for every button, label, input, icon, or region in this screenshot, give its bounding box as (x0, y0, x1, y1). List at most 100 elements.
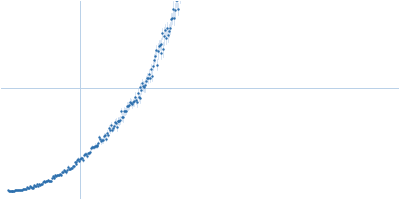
Point (144, 76, 150, 79)
Point (130, 100, 137, 103)
Point (16, 188, 22, 191)
Point (66, 167, 72, 170)
Point (28, 186, 35, 189)
Point (46, 179, 53, 183)
Point (143, 79, 149, 82)
Point (121, 109, 128, 113)
Point (174, 0, 180, 1)
Point (80, 159, 86, 162)
Point (118, 110, 124, 113)
Point (56, 173, 62, 176)
Point (40, 180, 46, 183)
Point (96, 136, 102, 139)
Point (165, 33, 171, 36)
Point (157, 51, 164, 55)
Point (164, 26, 170, 29)
Point (160, 48, 166, 51)
Point (28, 186, 34, 189)
Point (135, 95, 142, 99)
Point (38, 182, 44, 186)
Point (30, 186, 37, 189)
Point (168, 18, 174, 21)
Point (33, 184, 40, 187)
Point (49, 175, 56, 178)
Point (103, 137, 109, 140)
Point (122, 110, 128, 113)
Point (57, 173, 64, 176)
Point (85, 152, 91, 155)
Point (14, 189, 20, 192)
Point (124, 105, 130, 108)
Point (119, 115, 126, 118)
Point (83, 152, 89, 156)
Point (90, 146, 96, 149)
Point (13, 188, 20, 192)
Point (114, 120, 121, 123)
Point (26, 185, 33, 188)
Point (54, 174, 60, 177)
Point (152, 49, 159, 52)
Point (72, 162, 79, 165)
Point (115, 119, 122, 122)
Point (70, 165, 77, 168)
Point (152, 54, 158, 57)
Point (174, 7, 181, 10)
Point (92, 144, 99, 148)
Point (63, 171, 69, 174)
Point (158, 42, 165, 45)
Point (22, 187, 28, 190)
Point (17, 188, 23, 191)
Point (8, 190, 15, 193)
Point (66, 167, 73, 170)
Point (6, 190, 12, 193)
Point (61, 168, 67, 172)
Point (87, 150, 93, 154)
Point (120, 116, 126, 119)
Point (156, 44, 163, 47)
Point (29, 185, 36, 188)
Point (50, 176, 57, 179)
Point (88, 146, 94, 150)
Point (126, 104, 132, 107)
Point (104, 131, 110, 135)
Point (41, 179, 47, 183)
Point (102, 134, 108, 137)
Point (108, 124, 114, 127)
Point (48, 179, 54, 182)
Point (116, 119, 123, 122)
Point (6, 189, 13, 192)
Point (98, 139, 104, 143)
Point (92, 144, 98, 147)
Point (44, 180, 50, 183)
Point (150, 64, 156, 68)
Point (117, 119, 124, 122)
Point (70, 164, 76, 168)
Point (145, 77, 151, 80)
Point (68, 167, 74, 170)
Point (105, 133, 111, 136)
Point (169, 17, 175, 20)
Point (78, 156, 84, 159)
Point (84, 154, 90, 157)
Point (51, 176, 58, 179)
Point (95, 142, 102, 145)
Point (23, 188, 29, 191)
Point (140, 84, 146, 87)
Point (139, 81, 146, 85)
Point (141, 85, 148, 88)
Point (90, 145, 97, 148)
Point (151, 58, 157, 61)
Point (81, 154, 87, 157)
Point (64, 168, 70, 171)
Point (166, 29, 172, 32)
Point (132, 95, 138, 99)
Point (46, 179, 52, 182)
Point (60, 171, 66, 174)
Point (138, 88, 145, 91)
Point (15, 188, 21, 192)
Point (65, 165, 71, 168)
Point (154, 49, 161, 52)
Point (36, 182, 42, 185)
Point (82, 153, 88, 156)
Point (86, 152, 92, 155)
